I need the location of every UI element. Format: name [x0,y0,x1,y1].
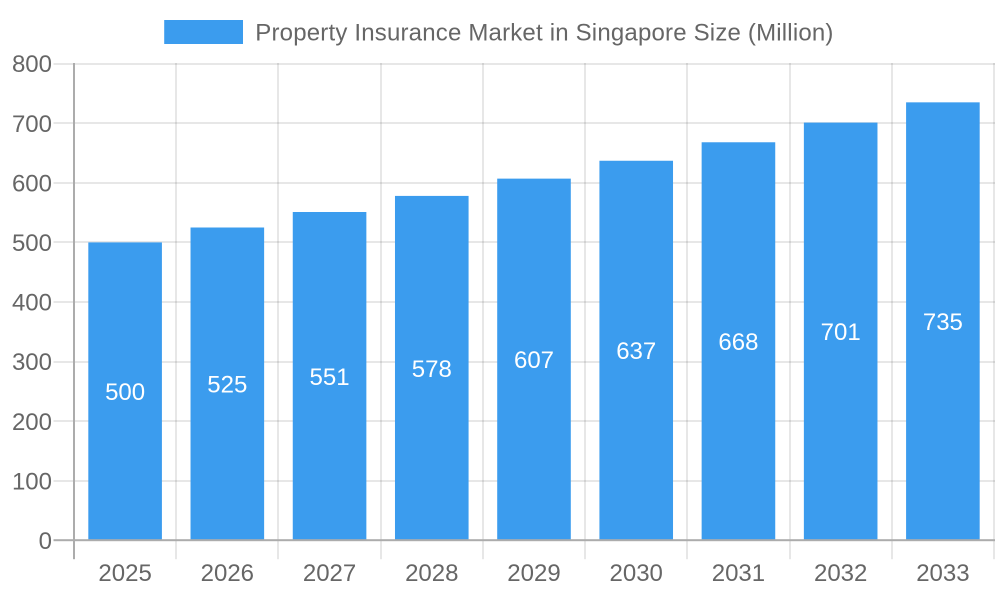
svg-text:637: 637 [616,338,656,365]
svg-text:578: 578 [412,356,452,383]
svg-text:100: 100 [12,468,52,495]
svg-text:2029: 2029 [507,560,560,587]
svg-text:0: 0 [39,528,52,555]
svg-text:525: 525 [207,372,247,399]
svg-text:500: 500 [105,379,145,406]
svg-text:2030: 2030 [610,560,663,587]
svg-text:701: 701 [821,319,861,346]
svg-text:400: 400 [12,290,52,317]
svg-text:200: 200 [12,409,52,436]
svg-text:700: 700 [12,111,52,138]
svg-text:500: 500 [12,230,52,257]
svg-text:2032: 2032 [814,560,867,587]
svg-text:Property Insurance Market in S: Property Insurance Market in Singapore S… [255,20,833,47]
svg-text:607: 607 [514,347,554,374]
svg-text:551: 551 [310,364,350,391]
svg-text:300: 300 [12,349,52,376]
svg-text:2033: 2033 [916,560,969,587]
svg-text:2027: 2027 [303,560,356,587]
svg-text:735: 735 [923,309,963,336]
svg-text:600: 600 [12,170,52,197]
svg-text:2025: 2025 [98,560,151,587]
svg-text:2031: 2031 [712,560,765,587]
svg-text:800: 800 [12,51,52,78]
svg-text:2026: 2026 [201,560,254,587]
svg-text:2028: 2028 [405,560,458,587]
svg-text:668: 668 [718,329,758,356]
